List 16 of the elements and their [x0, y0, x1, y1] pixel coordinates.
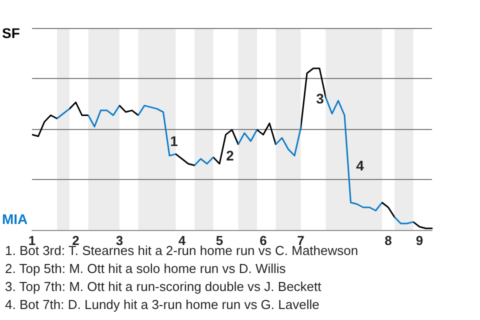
x-tick-label: 9 [416, 233, 424, 248]
annotation: 4 [356, 157, 364, 174]
annotation: 1 [170, 133, 178, 150]
text: 4. Bot 7th: D. Lundy hit a 3-run home run vs G. Lavelle [5, 297, 320, 312]
x-tick-label: 3 [116, 233, 124, 248]
annotation: 2 [226, 147, 234, 164]
text: 3. Top 7th: M. Ott hit a run-scoring double vs J. Beckett [5, 279, 322, 294]
text: SF [2, 25, 20, 41]
x-tick-label: 4 [178, 233, 186, 248]
annotation: 3 [316, 90, 324, 107]
text: MIA [2, 211, 28, 227]
text: 2. Top 5th: M. Ott hit a solo home run vs D. Willis [5, 261, 286, 276]
x-tick-label: 8 [384, 233, 392, 248]
x-tick-label: 1 [28, 233, 36, 248]
x-tick-label: 6 [260, 233, 267, 248]
x-tick-label: 5 [216, 233, 224, 248]
